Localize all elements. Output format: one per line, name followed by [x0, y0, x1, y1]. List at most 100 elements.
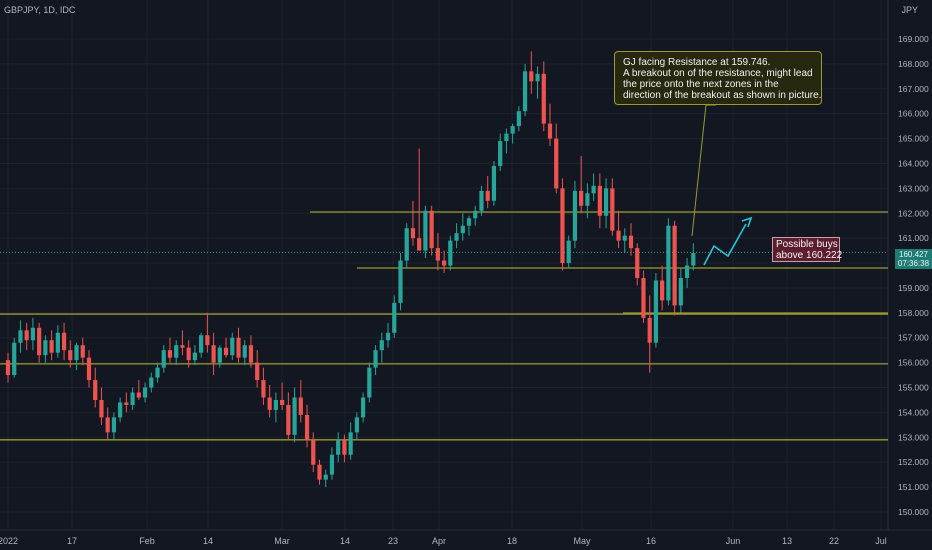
candle-body	[672, 225, 677, 306]
candle-body	[691, 253, 696, 266]
candle-body	[37, 327, 42, 356]
candle-body	[572, 190, 578, 241]
candle-body	[666, 225, 671, 301]
candle-body	[579, 190, 584, 206]
candle-body	[105, 417, 110, 433]
candle-body	[248, 345, 254, 363]
time-tick-label: 14	[203, 536, 213, 546]
candle-body	[442, 260, 447, 266]
candle-body	[423, 210, 428, 251]
candle-body	[684, 265, 690, 278]
candle-body	[392, 302, 397, 333]
candle-body	[217, 347, 222, 363]
candle-body	[647, 317, 652, 343]
candle-body	[18, 330, 23, 343]
callout-line: the price onto the next zones in the	[623, 79, 779, 90]
candle-body	[298, 397, 303, 415]
candle-body	[267, 397, 272, 410]
candle-body	[417, 238, 422, 251]
buys-line: above 160.222	[776, 250, 843, 261]
candle-body	[199, 335, 204, 353]
candle-body	[43, 340, 48, 356]
price-tick-label: 150.000	[898, 507, 929, 517]
candle-body	[591, 185, 596, 194]
candle-body	[118, 402, 123, 418]
callout-line: A breakout on of the resistance, might l…	[623, 68, 813, 79]
candle-body	[354, 417, 359, 433]
candle-body	[255, 362, 260, 381]
candle-body	[597, 185, 602, 216]
possible-buys-label[interactable]: Possible buys above 160.222	[772, 237, 843, 262]
candle-body	[404, 228, 409, 261]
time-axis-labels: 2022 17 Feb 14 Mar 14 23 Apr 18 May 16 Jun 13 22 Jul	[0, 536, 887, 546]
candle-body	[167, 350, 173, 358]
candle-body	[641, 277, 646, 318]
candle-body	[236, 337, 241, 358]
candle-body	[286, 404, 291, 435]
candle-body	[635, 248, 640, 278]
last-price-value: 160.427	[899, 250, 928, 259]
price-tick-label: 151.000	[898, 482, 929, 492]
price-tick-label: 156.000	[898, 358, 929, 368]
candle-body	[622, 235, 627, 241]
candle-body	[429, 210, 434, 249]
time-tick-label: Mar	[274, 536, 290, 546]
candle-body	[99, 399, 104, 418]
symbol-label[interactable]: GBPJPY, 1D, IDC	[4, 5, 76, 15]
price-tick-label: 153.000	[898, 432, 929, 442]
time-tick-label: Jul	[875, 536, 887, 546]
candle-body	[610, 188, 615, 231]
candle-body	[653, 280, 659, 343]
candle-body	[560, 188, 565, 264]
candle-body	[24, 330, 29, 341]
price-tick-label: 163.000	[898, 183, 929, 193]
candle-body	[367, 367, 372, 398]
callout-line: direction of the breakout as shown in pi…	[623, 90, 822, 101]
candle-body	[398, 260, 403, 303]
time-tick-label: May	[573, 536, 591, 546]
time-tick-label: 18	[507, 536, 517, 546]
candle-body	[522, 71, 528, 112]
candle-body	[242, 345, 247, 358]
candle-body	[80, 345, 85, 358]
price-tick-label: 164.000	[898, 158, 929, 168]
candle-body	[174, 345, 179, 358]
candle-body	[410, 228, 416, 239]
analysis-callout[interactable]: GJ facing Resistance at 159.746. A break…	[614, 51, 822, 105]
candle-body	[435, 248, 440, 261]
candle-body	[510, 126, 515, 134]
price-tick-label: 165.000	[898, 134, 929, 144]
candle-body	[317, 464, 322, 480]
price-tick-label: 166.000	[898, 109, 929, 119]
time-tick-label: 14	[340, 536, 350, 546]
candle-body	[180, 345, 185, 348]
candle-body	[379, 340, 384, 351]
candle-body	[30, 327, 36, 341]
callout-pointer	[691, 104, 716, 237]
candle-body	[616, 230, 621, 241]
price-tick-label: 157.000	[898, 333, 929, 343]
candle-body	[74, 345, 79, 361]
bar-countdown: 07:36:38	[897, 259, 930, 268]
candle-body	[68, 350, 73, 361]
candle-body	[336, 439, 341, 455]
price-tick-label: 167.000	[898, 84, 929, 94]
price-tick-label: 159.000	[898, 283, 929, 293]
candle-body	[454, 233, 459, 241]
buys-line: Possible buys	[776, 239, 838, 250]
price-tick-label: 169.000	[898, 34, 929, 44]
candle-body	[466, 218, 472, 226]
projection-arrow-path	[703, 223, 747, 266]
candle-body	[261, 380, 266, 398]
candle-body	[186, 347, 191, 361]
candle-body	[342, 439, 347, 455]
candle-body	[361, 397, 366, 418]
candle-body	[86, 357, 92, 381]
candle-body	[448, 240, 453, 266]
candle-body	[473, 210, 478, 219]
time-tick-label: 2022	[0, 536, 18, 546]
candle-body	[541, 73, 546, 124]
time-tick-label: Apr	[432, 536, 446, 546]
candle-body	[12, 342, 17, 376]
